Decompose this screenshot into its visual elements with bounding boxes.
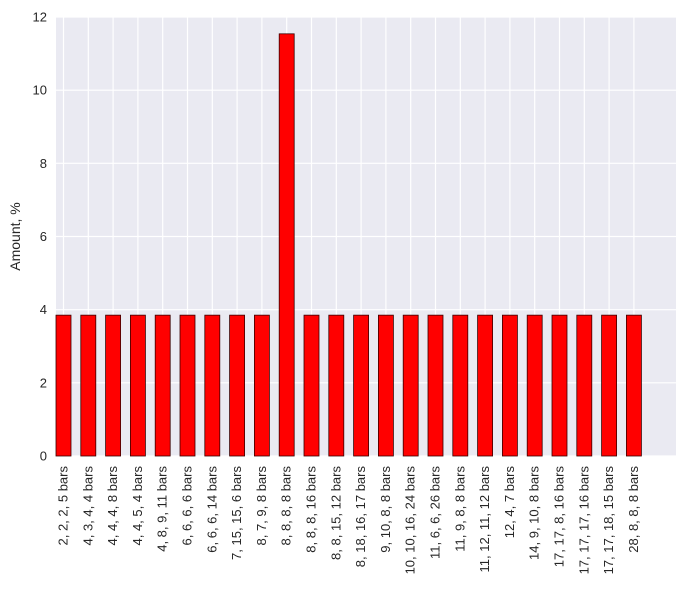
bar <box>601 314 617 457</box>
x-tick-label: 7, 15, 15, 6 bars <box>229 466 244 560</box>
bar <box>452 314 469 457</box>
x-tick-label: 11, 9, 8, 8 bars <box>452 466 467 552</box>
x-tick-label: 2, 2, 2, 5 bars <box>56 466 71 546</box>
y-tick-label: 4 <box>40 302 47 317</box>
bar <box>303 314 320 457</box>
x-tick-label: 11, 6, 6, 26 bars <box>428 466 443 559</box>
y-tick-label: 2 <box>40 375 47 390</box>
x-tick-label: 4, 4, 4, 8 bars <box>105 466 120 546</box>
x-tick-label: 4, 3, 4, 4 bars <box>80 466 95 546</box>
x-tick-label: 11, 12, 11, 12 bars <box>477 466 492 573</box>
bar <box>402 314 419 457</box>
bar <box>229 314 246 457</box>
bar <box>80 314 97 457</box>
x-tick-label: 6, 6, 6, 6 bars <box>180 466 195 546</box>
x-tick-label: 4, 4, 5, 4 bars <box>130 466 145 546</box>
bar <box>576 314 593 457</box>
bars <box>55 33 642 457</box>
x-tick-label: 17, 17, 17, 16 bars <box>576 466 591 575</box>
x-tick-label: 10, 10, 16, 24 bars <box>403 466 418 575</box>
bar <box>154 314 171 457</box>
x-tick-label: 8, 8, 8, 8 bars <box>279 466 294 546</box>
bar <box>253 314 270 457</box>
bar <box>353 314 370 457</box>
y-axis-ticks: 0 2 4 6 8 10 12 <box>33 10 47 464</box>
x-tick-label: 8, 8, 15, 12 bars <box>328 466 343 560</box>
bar <box>427 314 444 457</box>
y-tick-label: 12 <box>33 10 47 25</box>
x-tick-label: 17, 17, 8, 16 bars <box>552 466 567 568</box>
bar <box>129 314 146 457</box>
y-tick-label: 6 <box>40 229 47 244</box>
x-tick-label: 8, 18, 16, 17 bars <box>353 466 368 568</box>
bar <box>105 314 121 457</box>
x-tick-label: 8, 7, 9, 8 bars <box>254 466 269 546</box>
bar <box>179 314 196 457</box>
x-tick-label: 8, 8, 8, 16 bars <box>304 466 319 553</box>
bar <box>204 314 221 457</box>
bar <box>626 314 642 457</box>
x-tick-label: 9, 10, 8, 8 bars <box>378 466 393 553</box>
x-axis-ticks: 2, 2, 2, 5 bars 4, 3, 4, 4 bars 4, 4, 4, 8… <box>56 466 641 575</box>
bar <box>477 314 494 457</box>
x-tick-label: 6, 6, 6, 14 bars <box>204 466 219 553</box>
x-tick-label: 14, 9, 10, 8 bars <box>527 466 542 560</box>
bar <box>377 314 394 457</box>
bar <box>278 33 295 457</box>
bar <box>501 314 518 457</box>
y-tick-label: 8 <box>40 156 47 171</box>
x-tick-label: 4, 8, 9, 11 bars <box>155 466 170 552</box>
y-axis-label: Amount, % <box>7 202 23 270</box>
x-tick-label: 17, 17, 18, 15 bars <box>601 466 616 575</box>
y-tick-label: 0 <box>40 449 47 464</box>
bar <box>328 314 345 457</box>
bar <box>551 314 568 457</box>
x-tick-label: 28, 8, 8, 8 bars <box>626 466 641 553</box>
x-tick-label: 12, 4, 7 bars <box>502 466 517 539</box>
bar <box>55 314 72 457</box>
y-tick-label: 10 <box>33 83 47 98</box>
bar <box>526 314 543 457</box>
